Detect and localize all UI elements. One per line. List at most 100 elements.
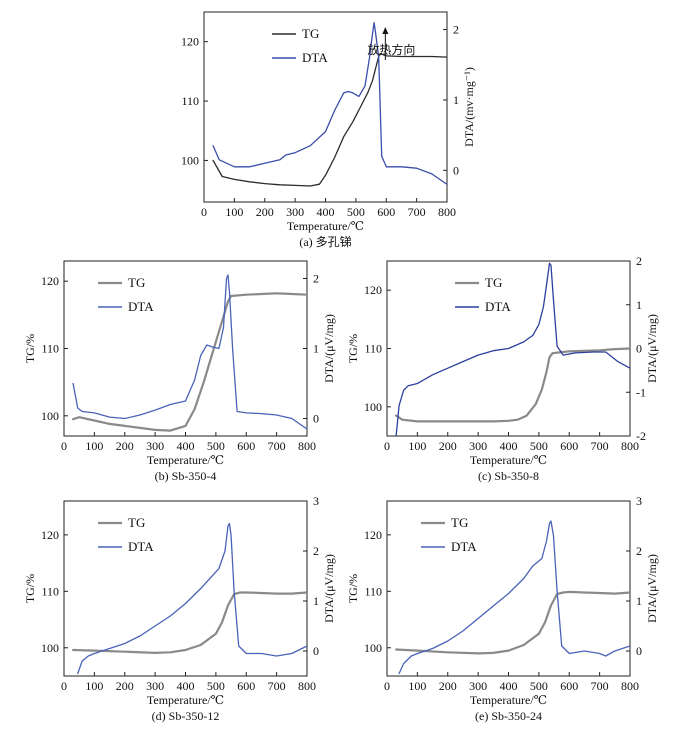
x-axis-label: Temperature/℃ xyxy=(147,693,224,707)
x-tick-label: 400 xyxy=(500,439,518,453)
y-left-tick-label: 110 xyxy=(364,584,382,598)
x-tick-label: 300 xyxy=(146,679,164,693)
legend-label: DTA xyxy=(485,299,511,314)
legend-label: DTA xyxy=(128,539,154,554)
chart-caption: (e) Sb-350-24 xyxy=(475,709,542,723)
x-tick-label: 100 xyxy=(85,679,103,693)
y-left-tick-label: 120 xyxy=(364,528,382,542)
y-right-axis-label: DTA/(mv·mg⁻¹) xyxy=(462,67,476,147)
chart-caption: (c) Sb-350-8 xyxy=(478,469,539,483)
legend-label: TG xyxy=(128,275,145,290)
y-left-tick-label: 100 xyxy=(41,409,59,423)
x-tick-label: 100 xyxy=(408,439,426,453)
series-group-e xyxy=(395,520,630,675)
plot-frame-b xyxy=(63,260,308,437)
legend-c: TG DTA xyxy=(455,275,511,314)
chart-d: 0 100 200 300 400 500 600 700 800 100 110 120 0 1 2 3 Te… xyxy=(23,494,336,723)
x-tick-label: 800 xyxy=(621,439,639,453)
y-left-tick-label: 120 xyxy=(41,528,59,542)
x-tick-label: 400 xyxy=(317,205,335,219)
x-tick-label: 100 xyxy=(225,205,243,219)
x-tick-label: 500 xyxy=(530,439,548,453)
x-tick-label: 100 xyxy=(85,439,103,453)
x-tick-label: 400 xyxy=(177,439,195,453)
y-right-tick-label: 0 xyxy=(636,644,642,658)
exotherm-arrow-icon xyxy=(382,27,389,34)
x-tick-label: 500 xyxy=(207,439,225,453)
legend-a: TG DTA xyxy=(272,26,328,65)
x-axis-label: Temperature/℃ xyxy=(470,693,547,707)
series-line-tg xyxy=(395,347,630,423)
x-tick-label: 600 xyxy=(237,679,255,693)
y-right-axis-label: DTA/(μV/mg) xyxy=(645,554,659,623)
x-tick-label: 0 xyxy=(384,679,390,693)
y-left-axis-label: TG/% xyxy=(346,334,360,363)
legend-label: DTA xyxy=(128,299,154,314)
legend-label: TG xyxy=(128,515,145,530)
plot-frame-a xyxy=(203,11,448,203)
x-tick-label: 300 xyxy=(146,439,164,453)
chart-c: 0 100 200 300 400 500 600 700 800 100 110 120 -2 -1 0 1… xyxy=(346,254,659,483)
x-tick-label: 300 xyxy=(469,679,487,693)
x-tick-label: 0 xyxy=(61,439,67,453)
y-right-tick-label: 0 xyxy=(313,644,319,658)
y-right-tick-label: -1 xyxy=(636,385,646,399)
y-left-tick-label: 110 xyxy=(181,94,199,108)
y-left-tick-label: 100 xyxy=(364,400,382,414)
y-right-tick-label: 1 xyxy=(636,594,642,608)
legend-label: DTA xyxy=(451,539,477,554)
series-line-tg xyxy=(395,590,630,655)
y-right-tick-label: 0 xyxy=(453,163,459,177)
series-line-dta xyxy=(72,274,307,430)
y-left-axis-label: TG/% xyxy=(346,574,360,603)
y-left-tick-label: 120 xyxy=(41,274,59,288)
y-right-tick-label: 3 xyxy=(313,494,319,508)
exotherm-annotation: 放热方向 xyxy=(367,42,415,57)
series-line-tg xyxy=(71,591,307,655)
chart-e: 0 100 200 300 400 500 600 700 800 100 110 120 0 1 2 3 Te… xyxy=(346,494,659,723)
y-right-tick-label: 0 xyxy=(313,412,319,426)
y-right-axis-label: DTA/(μV/mg) xyxy=(322,554,336,623)
legend-e: TG DTA xyxy=(421,515,477,554)
x-tick-label: 700 xyxy=(591,679,609,693)
x-tick-label: 700 xyxy=(408,205,426,219)
legend-d: TG DTA xyxy=(98,515,154,554)
x-tick-label: 800 xyxy=(298,679,316,693)
y-right-axis-label: DTA/(μV/mg) xyxy=(645,314,659,383)
series-group-b xyxy=(71,274,307,432)
x-tick-label: 500 xyxy=(530,679,548,693)
x-tick-label: 800 xyxy=(621,679,639,693)
x-tick-label: 0 xyxy=(384,439,390,453)
y-left-tick-label: 100 xyxy=(364,641,382,655)
x-tick-label: 700 xyxy=(268,679,286,693)
legend-label: TG xyxy=(451,515,468,530)
series-line-dta xyxy=(398,520,630,675)
chart-caption: (b) Sb-350-4 xyxy=(155,469,217,483)
chart-caption: (a) 多孔锑 xyxy=(299,235,351,249)
y-left-axis-label: TG/% xyxy=(23,334,37,363)
legend-label: TG xyxy=(302,26,319,41)
y-right-tick-label: 1 xyxy=(313,342,319,356)
x-tick-label: 500 xyxy=(347,205,365,219)
chart-caption: (d) Sb-350-12 xyxy=(152,709,220,723)
x-tick-label: 700 xyxy=(591,439,609,453)
y-left-tick-label: 110 xyxy=(41,584,59,598)
x-tick-label: 300 xyxy=(469,439,487,453)
x-tick-label: 0 xyxy=(201,205,207,219)
x-tick-label: 400 xyxy=(500,679,518,693)
x-axis-label: Temperature/℃ xyxy=(470,453,547,467)
y-right-tick-label: 2 xyxy=(636,254,642,268)
x-tick-label: 600 xyxy=(237,439,255,453)
y-right-tick-label: 2 xyxy=(636,544,642,558)
series-line-dta xyxy=(77,522,307,675)
chart-b: 0 100 200 300 400 500 600 700 800 100 110 120 0 1 2 Tem… xyxy=(23,260,336,483)
x-tick-label: 100 xyxy=(408,679,426,693)
x-tick-label: 600 xyxy=(560,439,578,453)
x-tick-label: 200 xyxy=(439,679,457,693)
series-group-a xyxy=(212,21,447,187)
x-tick-label: 500 xyxy=(207,679,225,693)
y-right-tick-label: 1 xyxy=(453,93,459,107)
y-left-tick-label: 100 xyxy=(41,641,59,655)
x-tick-label: 400 xyxy=(177,679,195,693)
x-tick-label: 600 xyxy=(560,679,578,693)
